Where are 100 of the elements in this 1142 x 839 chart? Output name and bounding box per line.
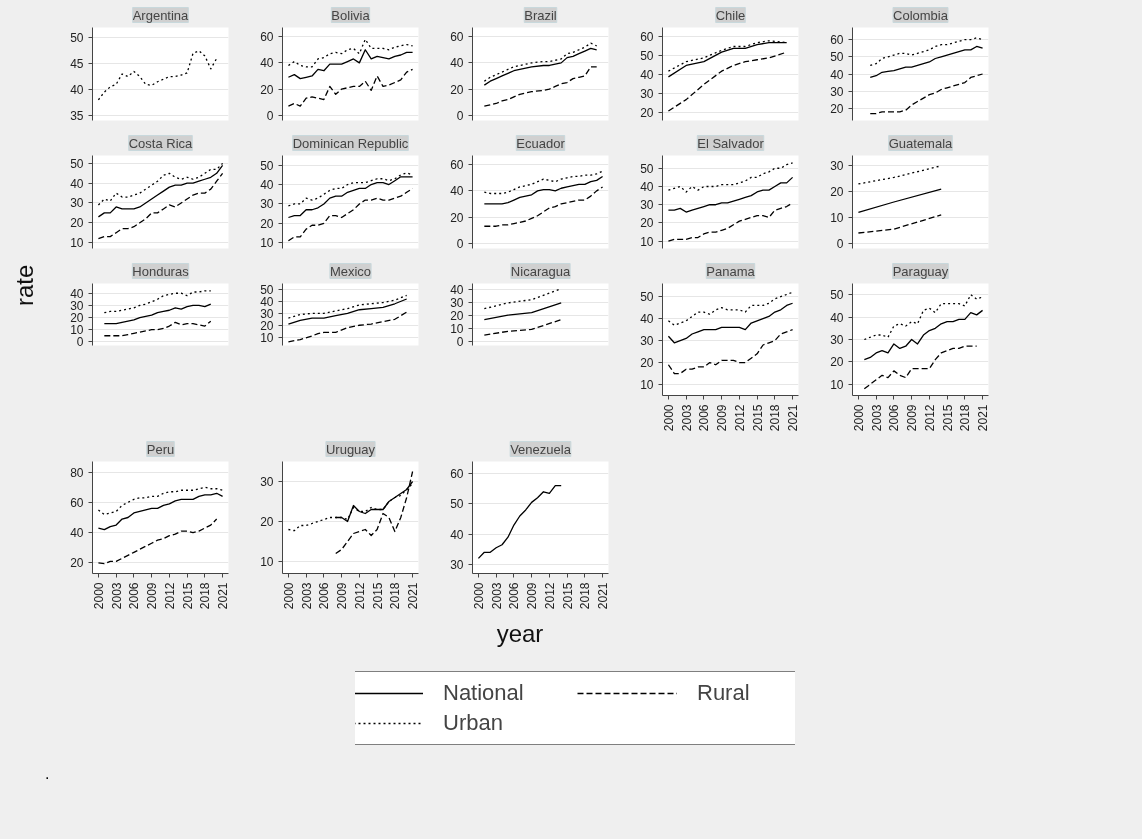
x-tick-label: 2012 — [922, 404, 937, 432]
y-tick-label: 60 — [450, 30, 464, 45]
x-tick-label: 2006 — [887, 404, 902, 432]
y-tick-label: 20 — [70, 556, 84, 571]
x-tick-label: 2000 — [471, 582, 486, 610]
x-tick-label: 2018 — [198, 582, 213, 610]
line-series — [667, 162, 794, 193]
line-series — [483, 186, 604, 227]
x-tick-label: 2003 — [679, 404, 694, 432]
chart-title: Chile — [715, 7, 746, 23]
chart-title: Bolivia — [331, 7, 371, 23]
y-tick-label: 60 — [450, 158, 464, 173]
y-tick-label: 10 — [260, 555, 274, 569]
x-tick-label: 2021 — [596, 582, 611, 610]
y-tick-label: 80 — [70, 465, 84, 480]
y-tick-label: 40 — [450, 283, 464, 298]
y-tick-label: 50 — [830, 50, 844, 65]
x-tick-label: 2009 — [715, 404, 730, 432]
y-tick-label: 30 — [830, 84, 844, 99]
y-tick-label: 30 — [260, 475, 274, 489]
x-tick-label: 2000 — [281, 582, 296, 610]
x-tick-label: 2009 — [525, 582, 540, 610]
x-tick-label: 2015 — [940, 404, 955, 432]
chart-title: Ecuador — [516, 135, 566, 151]
line-series — [667, 176, 794, 213]
chart-title: Guatemala — [888, 135, 954, 151]
y-tick-label: 30 — [830, 159, 844, 174]
line-series — [667, 291, 794, 326]
y-tick-label: 30 — [450, 557, 464, 572]
chart-title: Dominican Republic — [292, 135, 409, 151]
y-tick-label: 20 — [640, 356, 654, 371]
y-tick-label: 50 — [70, 31, 84, 46]
y-axis-title: rate — [9, 264, 39, 306]
line-series — [287, 311, 408, 343]
y-tick-label: 20 — [260, 318, 274, 333]
line-series — [483, 175, 604, 205]
y-tick-label: 50 — [640, 49, 654, 64]
x-tick-label: 2015 — [370, 582, 385, 610]
y-tick-label: 20 — [70, 311, 84, 326]
x-tick-label: 2000 — [851, 404, 866, 432]
x-tick-label: 2003 — [299, 582, 314, 610]
line-series — [477, 485, 562, 560]
line-series — [483, 288, 562, 310]
x-tick-label: 2018 — [958, 404, 973, 432]
line-series — [287, 49, 414, 80]
line-series — [287, 68, 414, 107]
y-tick-label: 40 — [640, 180, 654, 194]
y-tick-label: 20 — [640, 216, 654, 231]
y-tick-label: 60 — [450, 467, 464, 482]
chart-title: Honduras — [132, 263, 190, 279]
line-series — [103, 303, 212, 325]
line-series — [287, 294, 408, 319]
y-tick-label: 30 — [70, 298, 84, 313]
y-tick-label: 10 — [70, 236, 84, 251]
y-tick-label: 30 — [640, 198, 654, 213]
x-tick-label: 2003 — [869, 404, 884, 432]
y-tick-label: 20 — [260, 216, 274, 231]
y-tick-label: 40 — [640, 68, 654, 83]
y-tick-label: 40 — [260, 178, 274, 193]
x-tick-label: 2006 — [127, 582, 142, 610]
y-tick-label: 10 — [640, 234, 654, 249]
y-tick-label: 20 — [450, 309, 464, 324]
x-tick-label: 2012 — [352, 582, 367, 610]
y-tick-label: 10 — [70, 323, 84, 338]
y-tick-label: 50 — [260, 158, 274, 173]
y-tick-label: 40 — [830, 310, 844, 325]
y-tick-label: 10 — [260, 330, 274, 345]
line-series — [483, 319, 562, 336]
line-series — [103, 320, 212, 337]
x-tick-label: 2015 — [560, 582, 575, 610]
y-tick-label: 45 — [70, 57, 84, 72]
y-tick-label: 50 — [640, 290, 654, 305]
legend-label: National — [443, 680, 525, 706]
line-series — [863, 345, 978, 390]
y-tick-label: 30 — [640, 87, 654, 102]
y-tick-label: 0 — [456, 108, 464, 123]
y-tick-label: 10 — [450, 322, 464, 337]
line-series — [287, 38, 414, 68]
chart-title: Panama — [706, 263, 756, 279]
line-series — [103, 290, 212, 314]
x-tick-label: 2009 — [335, 582, 350, 610]
y-tick-label: 30 — [640, 334, 654, 349]
y-tick-label: 40 — [70, 526, 84, 541]
y-tick-label: 20 — [450, 82, 464, 97]
chart-title: Colombia — [893, 7, 949, 23]
y-tick-label: 60 — [640, 30, 654, 45]
x-tick-label: 2006 — [317, 582, 332, 610]
legend-label: Urban — [443, 710, 504, 736]
y-tick-label: 30 — [260, 197, 274, 212]
y-tick-label: 20 — [640, 106, 654, 121]
y-tick-label: 30 — [260, 306, 274, 321]
chart-title: Brazil — [524, 7, 557, 23]
y-tick-label: 0 — [836, 236, 844, 251]
x-tick-label: 2015 — [750, 404, 765, 432]
line-series — [97, 492, 224, 531]
y-tick-label: 60 — [70, 495, 84, 510]
y-tick-label: 20 — [830, 185, 844, 200]
x-tick-label: 2021 — [216, 582, 231, 610]
x-tick-label: 2021 — [976, 404, 991, 432]
chart-title: Venezuela — [510, 441, 572, 457]
